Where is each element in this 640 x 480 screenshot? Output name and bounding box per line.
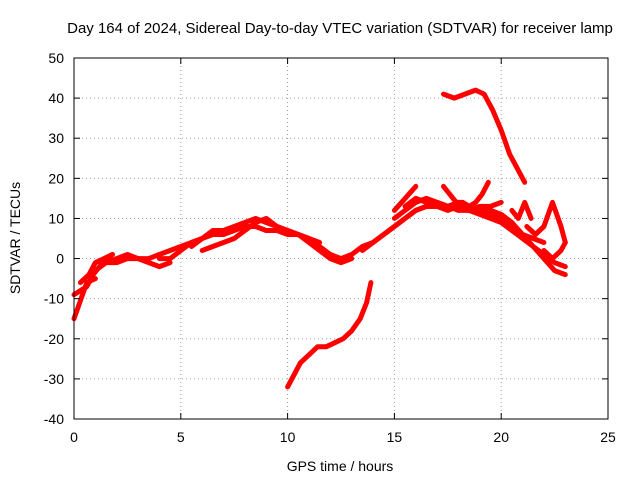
y-tick-label: -40	[44, 411, 64, 427]
y-tick-label: -10	[44, 291, 64, 307]
x-tick-label: 5	[177, 429, 185, 445]
plot-frame	[73, 57, 609, 420]
series-track-12	[391, 183, 419, 213]
series-track-18	[524, 199, 568, 245]
x-axis-label: GPS time / hours	[287, 458, 394, 474]
series-track-19	[541, 240, 568, 262]
series-track-14	[441, 87, 528, 185]
y-tick-label: 20	[48, 170, 64, 186]
y-tick-label: -20	[44, 331, 64, 347]
series-track-13	[359, 203, 547, 253]
y-tick-label: -30	[44, 371, 64, 387]
series-track-6	[156, 224, 355, 266]
x-tick-label: 10	[280, 429, 296, 445]
y-tick-label: 30	[48, 130, 64, 146]
x-tick-label: 15	[387, 429, 403, 445]
x-tick-label: 20	[493, 429, 509, 445]
y-tick-label: 40	[48, 90, 64, 106]
series-track-15	[285, 280, 374, 390]
y-tick-label: 0	[56, 251, 64, 267]
x-tick-label: 25	[600, 429, 616, 445]
series-track-5	[103, 256, 173, 270]
plot-series	[71, 87, 568, 390]
x-tick-label: 0	[70, 429, 78, 445]
series-track-17	[509, 199, 534, 221]
y-tick-label: 10	[48, 210, 64, 226]
y-axis-label: SDTVAR / TECUs	[7, 182, 23, 294]
axis-ticks: 0 5 10 15 20 25 -40 -30 -20 -10 0 10 20 30 40 50	[44, 50, 616, 445]
series-track-3	[77, 252, 115, 286]
series-track-16	[441, 179, 491, 209]
y-tick-label: 50	[48, 50, 64, 66]
chart-title: Day 164 of 2024, Sidereal Day-to-day VTE…	[67, 20, 613, 37]
